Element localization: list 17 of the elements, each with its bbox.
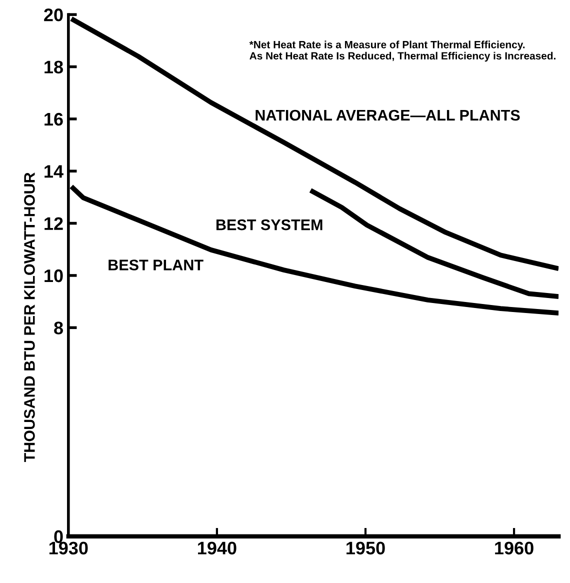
y-tick-label: 0 [54,530,63,544]
x-tick-label: 1940 [198,542,236,554]
series-label: NATIONAL AVERAGE—ALL PLANTS [256,110,520,121]
y-tick-label: 18 [44,60,63,74]
x-tick-label: 1930 [49,542,88,555]
annotation: *Net Heat Rate is a Measure of Plant Thermal Efficiency. As Net Heat Rate Is Reduced, Thermal Efficiency is Increased. [249,40,556,62]
y-tick-label: 8 [54,322,63,334]
x-tick-label: 1950 [346,542,385,554]
x-tick-label: 1960 [495,542,534,554]
y-axis-title: THOUSAND BTU PER KILOWATT-HOUR [24,172,35,462]
y-tick-label: 14 [44,165,64,178]
series-label: BEST PLANT [108,260,204,270]
y-tick-label: 10 [44,269,63,282]
y-tick-label: 16 [44,112,63,126]
y-tick-label: 20 [44,8,63,22]
series-label: BEST SYSTEM [216,219,322,230]
y-tick-label: 12 [44,217,63,230]
